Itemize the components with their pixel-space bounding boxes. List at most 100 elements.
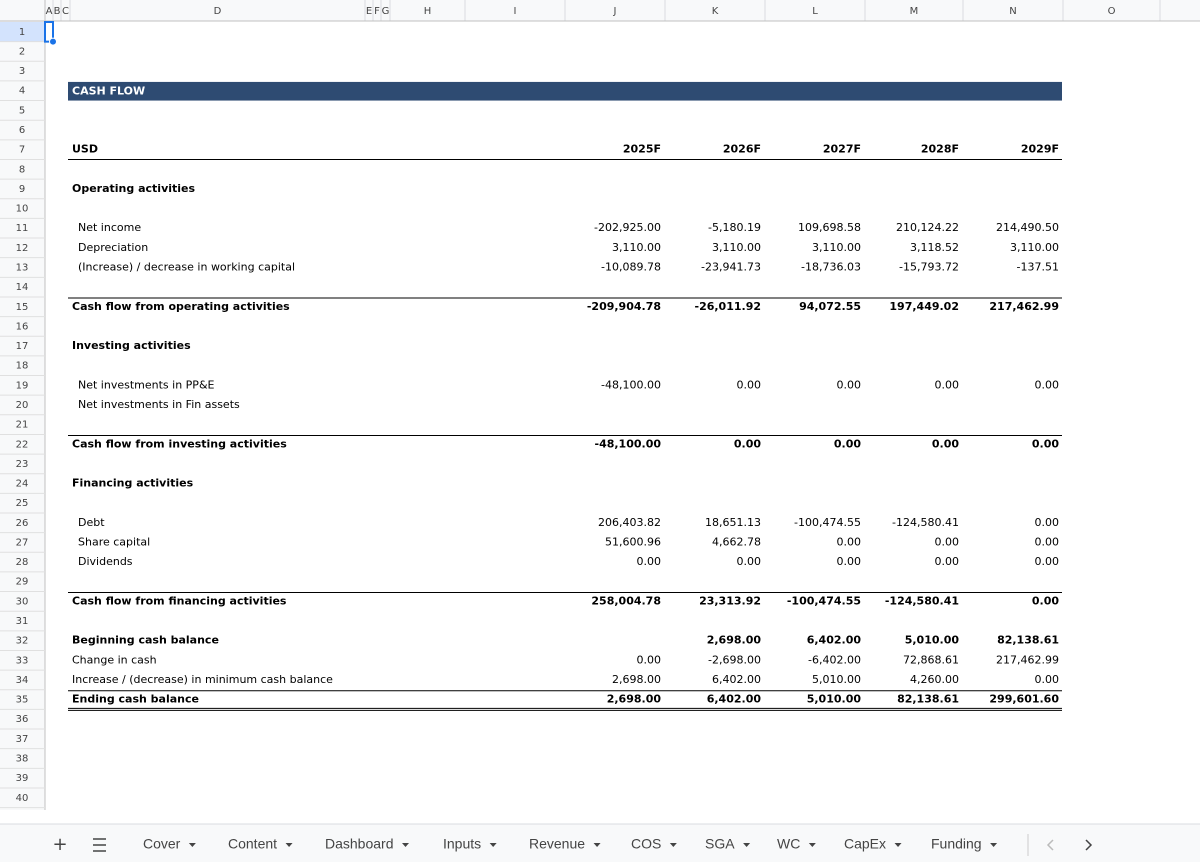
cell-value: 51,600.96 — [605, 535, 661, 548]
row-label: Cash flow from operating activities — [72, 300, 290, 313]
sheet-tab[interactable]: Cover — [143, 836, 181, 852]
sheet-tab[interactable]: CapEx — [844, 836, 886, 852]
row-header: 39 — [16, 773, 29, 784]
row-label: Investing activities — [72, 339, 191, 352]
cell-value: -48,100.00 — [595, 437, 662, 450]
cell-value: 23,313.92 — [699, 594, 761, 607]
sheet-tab[interactable]: Content — [228, 836, 277, 852]
row-header: 3 — [19, 66, 25, 77]
row-header: 8 — [19, 164, 25, 175]
cell-value: 3,110.00 — [612, 241, 661, 254]
row-header: 35 — [16, 695, 29, 706]
cell-value: 0.00 — [734, 437, 761, 450]
cell-value: -124,580.41 — [885, 594, 959, 607]
sheet-tab[interactable]: COS — [631, 836, 661, 852]
tab-dropdown[interactable] — [593, 843, 601, 847]
cell-value: 18,651.13 — [705, 516, 761, 529]
cell-value: 3,110.00 — [1010, 241, 1059, 254]
cell-value: 5,010.00 — [812, 673, 861, 686]
sheet-tab[interactable]: SGA — [705, 836, 735, 852]
row-label: Depreciation — [78, 241, 148, 254]
column-header: N — [1009, 6, 1016, 17]
cell-value: -23,941.73 — [701, 261, 761, 274]
row-header: 33 — [16, 655, 29, 666]
tab-dropdown[interactable] — [489, 843, 497, 847]
column-header: M — [910, 6, 919, 17]
row-header: 11 — [16, 223, 29, 234]
cell-value: -124,580.41 — [892, 516, 959, 529]
cell-value: -5,180.19 — [708, 221, 761, 234]
cell-value: 2,698.00 — [612, 673, 661, 686]
row-header: 14 — [16, 282, 29, 293]
row-header: 28 — [16, 557, 29, 568]
cell-value: 6,402.00 — [807, 634, 862, 647]
sheet-tab[interactable]: Revenue — [529, 836, 585, 852]
row-header: 2 — [19, 46, 25, 57]
cell-value: 4,260.00 — [910, 673, 959, 686]
row-header: 24 — [16, 479, 29, 490]
year-header: 2028F — [921, 143, 959, 156]
tab-dropdown[interactable] — [894, 843, 902, 847]
row-header: 25 — [16, 498, 29, 509]
sheet-tab[interactable]: WC — [777, 836, 800, 852]
row-header: 5 — [19, 105, 25, 116]
row-header: 20 — [16, 400, 29, 411]
row-header: 29 — [16, 577, 29, 588]
cell-value: -15,793.72 — [899, 261, 959, 274]
all-sheets-button[interactable] — [93, 838, 106, 852]
cell-value: 94,072.55 — [799, 300, 861, 313]
row-header: 12 — [16, 243, 29, 254]
currency-label: USD — [72, 143, 98, 156]
column-header: E — [366, 6, 372, 17]
cell-value: 2,698.00 — [707, 634, 762, 647]
row-label: Cash flow from investing activities — [72, 437, 287, 450]
cell-value: -6,402.00 — [808, 653, 861, 666]
sheet-tab[interactable]: Dashboard — [325, 836, 394, 852]
row-header: 1 — [19, 27, 25, 38]
column-header: J — [613, 6, 617, 17]
cell-value: 0.00 — [1035, 673, 1060, 686]
cell-value: 4,662.78 — [712, 535, 761, 548]
row-header: 18 — [16, 361, 29, 372]
column-header: D — [214, 6, 222, 17]
row-label: Increase / (decrease) in minimum cash ba… — [72, 673, 333, 686]
cell-value: 0.00 — [637, 555, 662, 568]
row-label: Operating activities — [72, 182, 195, 195]
row-header: 15 — [16, 302, 29, 313]
row-header: 30 — [16, 596, 29, 607]
row-header-bar — [0, 0, 45, 810]
row-header: 27 — [16, 537, 29, 548]
year-header: 2025F — [623, 143, 661, 156]
row-label: Ending cash balance — [72, 693, 199, 706]
selection-handle[interactable] — [49, 37, 57, 46]
cell-value: 0.00 — [737, 378, 762, 391]
row-label: Net investments in Fin assets — [78, 398, 240, 411]
sheet-tab[interactable]: Inputs — [443, 836, 481, 852]
tab-dropdown[interactable] — [402, 843, 409, 847]
cell-value: 299,601.60 — [989, 693, 1059, 706]
tab-dropdown[interactable] — [188, 843, 196, 847]
tab-dropdown[interactable] — [669, 843, 677, 847]
scroll-left[interactable] — [1046, 839, 1054, 851]
column-header: C — [62, 6, 69, 17]
cell-value: 72,868.61 — [903, 653, 959, 666]
cell-value: 3,118.52 — [910, 241, 959, 254]
add-sheet-button[interactable]: + — [52, 834, 67, 855]
row-header: 7 — [19, 145, 25, 156]
cell-value: 258,004.78 — [591, 594, 661, 607]
cell-value: -2,698.00 — [708, 653, 761, 666]
cell-value: 0.00 — [834, 437, 861, 450]
tab-dropdown[interactable] — [285, 843, 293, 847]
cell-value: 5,010.00 — [807, 693, 862, 706]
row-header: 38 — [16, 754, 29, 765]
tab-dropdown[interactable] — [990, 843, 998, 847]
sheet-tab[interactable]: Funding — [931, 836, 982, 852]
tab-dropdown[interactable] — [808, 843, 816, 847]
tab-dropdown[interactable] — [743, 843, 751, 847]
column-header: B — [54, 6, 61, 17]
column-header: K — [712, 6, 719, 17]
cell-value: 6,402.00 — [712, 673, 761, 686]
row-label: Dividends — [78, 555, 133, 568]
scroll-right[interactable] — [1085, 839, 1093, 851]
